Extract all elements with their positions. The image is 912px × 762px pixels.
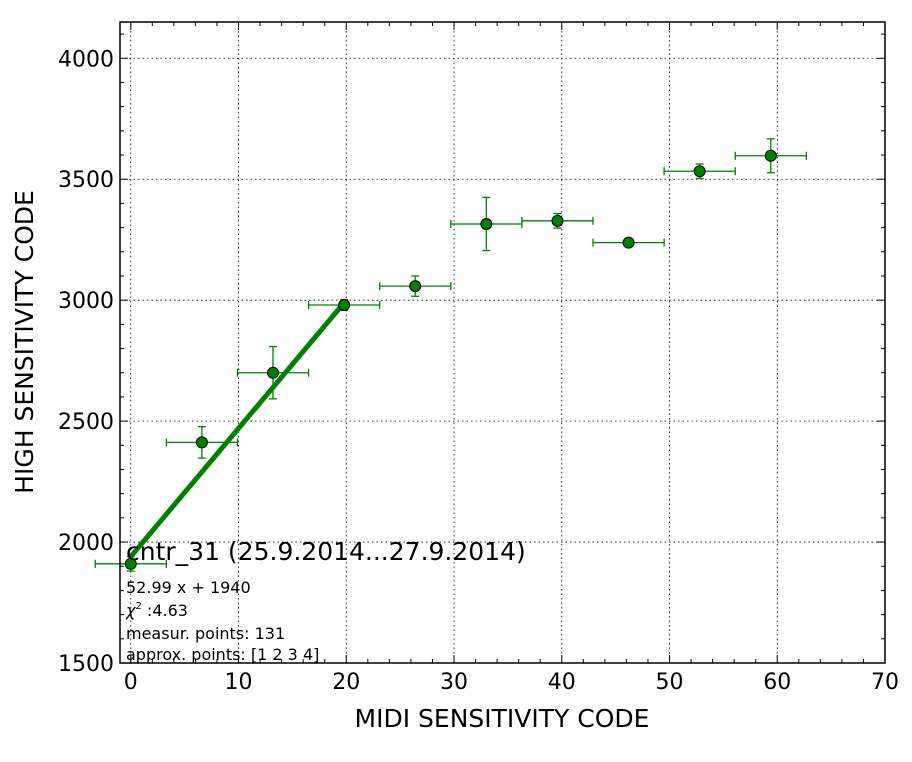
data-point	[622, 236, 635, 249]
data-point	[338, 299, 351, 312]
x-tick-label: 20	[332, 670, 360, 695]
x-tick-label: 30	[440, 670, 468, 695]
data-point	[480, 217, 493, 230]
data-point	[267, 366, 279, 379]
data-point	[195, 436, 208, 449]
data-point	[693, 165, 706, 178]
x-tick-label: 50	[656, 670, 684, 695]
data-points	[124, 149, 777, 570]
data-point	[124, 557, 137, 570]
data-point	[409, 280, 422, 293]
y-tick-label: 2500	[58, 410, 114, 435]
data-point	[551, 214, 564, 227]
chi2-exponent: 2	[135, 601, 141, 612]
chi2-value: :4.63	[142, 601, 188, 620]
annotation-approx-points: approx. points: [1 2 3 4]	[126, 645, 319, 664]
fit-line-layer	[128, 301, 347, 559]
x-tick-label: 40	[548, 670, 576, 695]
chi2-symbol: χ	[125, 601, 136, 620]
x-tick-label: 70	[871, 670, 899, 695]
x-tick-label: 60	[763, 670, 791, 695]
plot-frame	[119, 21, 886, 664]
annotation-title: cntr_31 (25.9.2014...27.9.2014)	[126, 537, 526, 566]
data-point	[764, 149, 777, 162]
y-tick-label: 1500	[58, 652, 114, 677]
fit-line	[128, 301, 347, 559]
grid	[120, 22, 886, 663]
error-bars	[94, 138, 807, 572]
annotation-chi2: χ2 :4.63	[125, 601, 188, 620]
y-tick-label: 4000	[58, 47, 114, 72]
axis-ticks	[120, 22, 886, 664]
x-tick-label: 0	[124, 670, 138, 695]
y-axis-label: HIGH SENSITIVITY CODE	[10, 190, 39, 494]
annotation-measur-points: measur. points: 131	[126, 624, 285, 643]
x-tick-label: 10	[225, 670, 253, 695]
y-tick-label: 2000	[58, 531, 114, 556]
annotation-fit-equation: 52.99 x + 1940	[126, 578, 251, 597]
y-tick-label: 3500	[58, 168, 114, 193]
x-axis-label: MIDI SENSITIVITY CODE	[355, 704, 650, 733]
y-tick-label: 3000	[58, 289, 114, 314]
tick-labels: 0 10 20 30 40 50 60 70 1500 2000 2500 3000 3500 4000	[58, 47, 899, 695]
